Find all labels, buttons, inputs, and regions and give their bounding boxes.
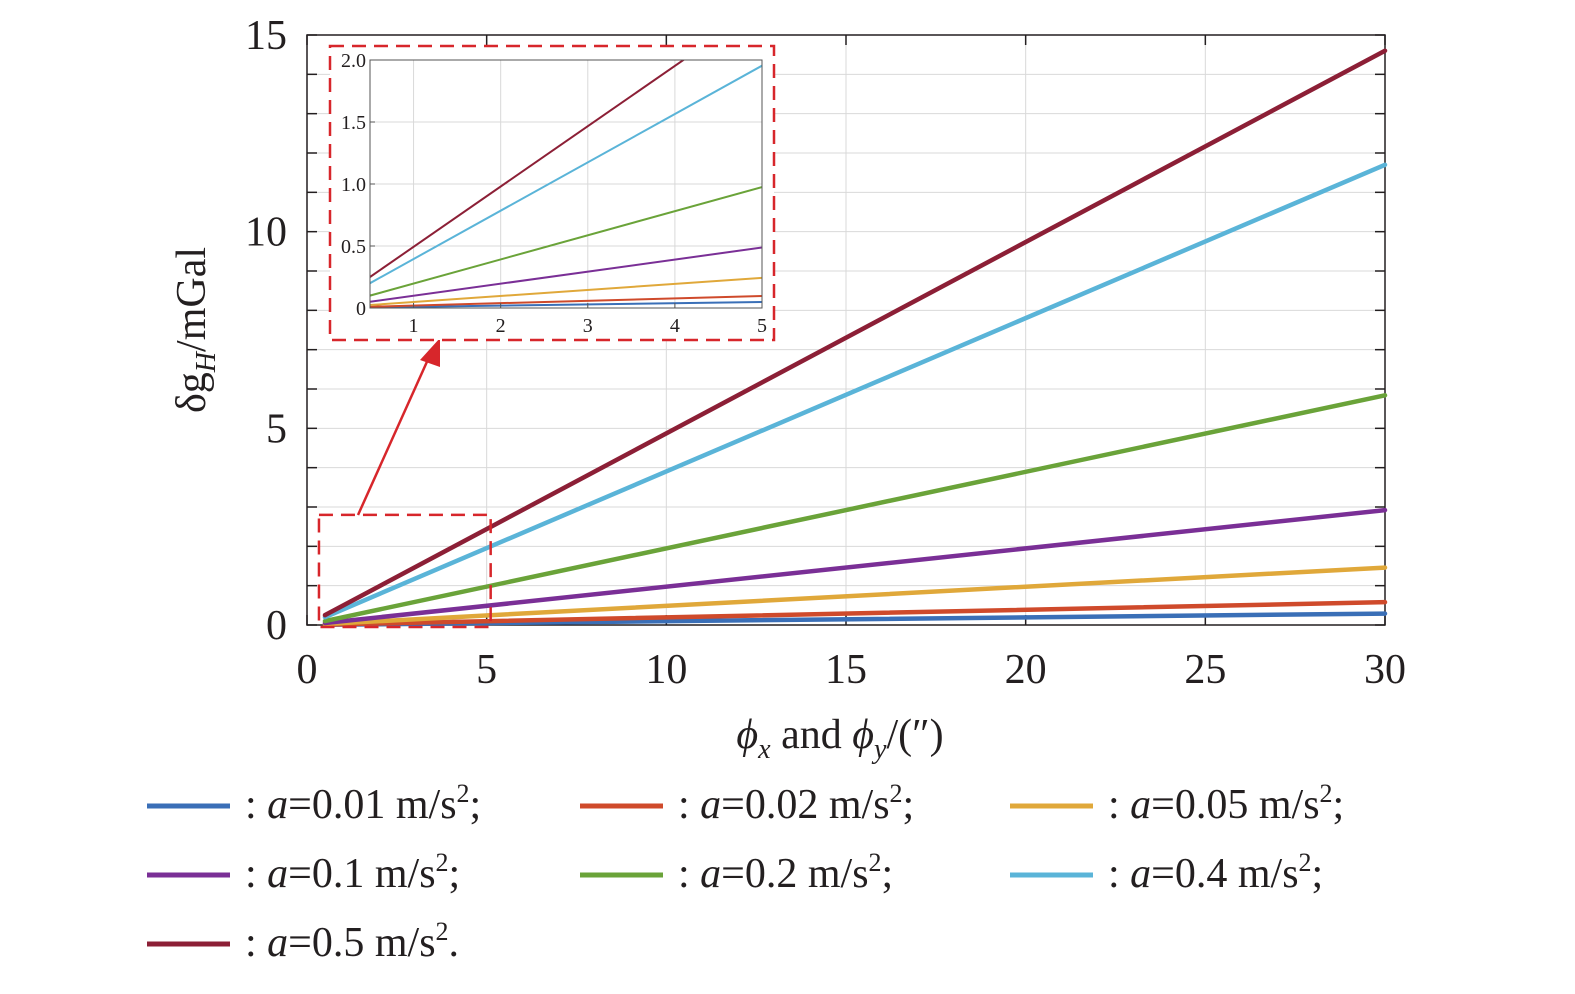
inset-series-line-a-0.02 — [370, 294, 762, 308]
inset-x-tick-label: 3 — [583, 315, 593, 337]
inset-x-tick-label: 4 — [670, 315, 680, 337]
legend-item: : a=0.01 m/s2; — [147, 779, 481, 828]
inset-x-tick-label: 1 — [409, 315, 419, 337]
x-tick-label: 25 — [1184, 647, 1226, 693]
legend-item: : a=0.05 m/s2; — [1010, 779, 1344, 828]
legend-label: : a=0.05 m/s2; — [1108, 779, 1344, 828]
legend-label: : a=0.2 m/s2; — [678, 848, 893, 897]
inset-y-tick-label: 1.0 — [341, 174, 366, 196]
inset-series-line-a-0.01 — [370, 300, 762, 308]
legend-item: : a=0.4 m/s2; — [1010, 848, 1323, 897]
y-axis-title: δgH/mGal — [169, 247, 222, 413]
x-tick-label: 30 — [1364, 647, 1406, 693]
inset-series-lines — [370, 60, 762, 308]
inset-x-tick-label: 5 — [757, 315, 767, 337]
series-line-a-0.2 — [322, 393, 1388, 624]
inset-y-tick-label: 0.5 — [341, 236, 366, 258]
inset-series-line-a-0.4 — [370, 64, 762, 285]
y-tick-label: 5 — [266, 406, 287, 452]
inset-y-tick-label: 0 — [356, 298, 366, 320]
legend-item: : a=0.02 m/s2; — [580, 779, 914, 828]
x-tick-label: 5 — [476, 647, 497, 693]
inset-series-line-a-0.5 — [370, 60, 686, 278]
inset-y-tick-label: 1.5 — [341, 112, 366, 134]
x-tick-label: 20 — [1005, 647, 1047, 693]
legend-label: : a=0.1 m/s2; — [245, 848, 460, 897]
legend-label: : a=0.5 m/s2. — [245, 917, 459, 966]
zoom-arrow-head — [420, 338, 440, 367]
series-lines — [322, 48, 1388, 628]
zoom-arrow-line — [356, 354, 432, 516]
inset-x-tick-label: 2 — [496, 315, 506, 337]
inset-series-line-a-0.1 — [370, 246, 762, 303]
legend-item: : a=0.2 m/s2; — [580, 848, 893, 897]
series-line-a-0.02 — [322, 599, 1388, 627]
legend-label: : a=0.01 m/s2; — [245, 779, 481, 828]
inset-series-line-a-0.2 — [370, 186, 762, 297]
series-line-a-0.05 — [322, 565, 1388, 627]
inset-series-line-a-0.05 — [370, 276, 762, 307]
zoom-region-box — [317, 513, 492, 629]
x-tick-label: 10 — [645, 647, 687, 693]
legend-item: : a=0.1 m/s2; — [147, 848, 460, 897]
x-axis-title: ϕx and ϕy/(″) — [736, 712, 943, 765]
y-tick-label: 0 — [266, 603, 287, 649]
inset-frame — [328, 44, 776, 342]
series-line-a-0.1 — [322, 507, 1388, 626]
series-line-a-0.4 — [322, 162, 1388, 620]
series-line-a-0.5 — [322, 48, 1388, 618]
y-tick-label: 15 — [245, 13, 287, 59]
legend-item: : a=0.5 m/s2. — [147, 917, 459, 966]
legend-label: : a=0.02 m/s2; — [678, 779, 914, 828]
x-tick-label: 15 — [825, 647, 867, 693]
inset-y-tick-label: 2.0 — [341, 50, 366, 72]
legend-label: : a=0.4 m/s2; — [1108, 848, 1323, 897]
x-tick-label: 0 — [297, 647, 318, 693]
y-tick-label: 10 — [245, 210, 287, 256]
